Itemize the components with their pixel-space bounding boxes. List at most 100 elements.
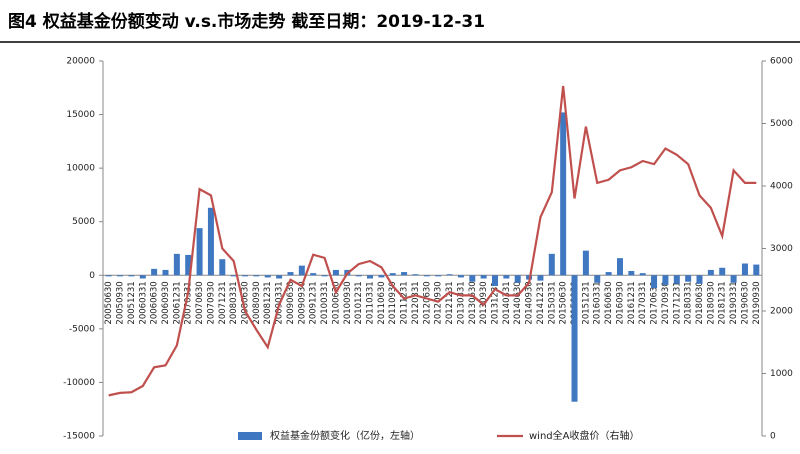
bar — [639, 273, 646, 276]
x-tick-label: 20050930 — [116, 281, 126, 324]
y-tick-label: 20000 — [66, 57, 95, 67]
bar — [253, 275, 260, 277]
bar — [514, 275, 521, 283]
bar — [673, 275, 680, 284]
x-tick-label: 20100331 — [320, 281, 330, 324]
x-tick-label: 20121231 — [445, 281, 455, 324]
x-tick-label: 20131231 — [490, 281, 500, 324]
bar — [753, 264, 760, 276]
y-tick-label: 5000 — [72, 217, 95, 227]
bar — [162, 269, 169, 276]
bar — [321, 275, 328, 277]
y2-tick-label: 5000 — [770, 119, 793, 129]
x-tick-label: 20150630 — [559, 281, 569, 324]
x-tick-label: 20060331 — [138, 281, 148, 324]
bar — [719, 267, 726, 276]
x-tick-label: 20061231 — [172, 281, 182, 324]
bar — [628, 271, 635, 276]
bar — [173, 253, 180, 276]
x-tick-label: 20081231 — [263, 281, 273, 324]
x-tick-label: 20161231 — [627, 281, 637, 324]
bar — [117, 275, 124, 277]
y-tick-label: -15000 — [63, 432, 95, 442]
x-tick-label: 20101231 — [354, 281, 364, 324]
bar — [616, 258, 623, 276]
x-tick-label: 20151231 — [581, 281, 591, 324]
bar — [730, 275, 737, 283]
x-tick-label: 20070930 — [206, 281, 216, 324]
x-tick-label: 20060930 — [161, 281, 171, 324]
bar — [423, 275, 430, 277]
x-tick-label: 20070630 — [195, 281, 205, 324]
bar — [469, 275, 476, 282]
bar — [242, 275, 249, 277]
legend-label: 权益基金份额变化（亿份，左轴） — [270, 429, 420, 442]
legend-swatch — [238, 432, 262, 440]
x-tick-label: 20120630 — [422, 281, 432, 324]
x-tick-label: 20171231 — [672, 281, 682, 324]
bar — [741, 263, 748, 276]
bar — [548, 253, 555, 276]
x-tick-label: 20160630 — [604, 281, 614, 324]
y2-tick-label: 6000 — [770, 57, 793, 67]
bar — [707, 269, 714, 276]
bar — [594, 275, 601, 283]
x-tick-label: 20190331 — [729, 281, 739, 324]
y2-tick-label: 4000 — [770, 182, 793, 192]
x-tick-label: 20160331 — [593, 281, 603, 324]
x-tick-label: 20110630 — [377, 281, 387, 324]
x-tick-label: 20160930 — [615, 281, 625, 324]
x-tick-label: 20111231 — [400, 281, 410, 324]
x-tick-label: 20080331 — [229, 281, 239, 324]
bar — [151, 268, 158, 276]
x-tick-label: 20130630 — [468, 281, 478, 324]
bar — [457, 275, 464, 278]
bar — [582, 250, 589, 276]
bar — [105, 275, 112, 277]
bar — [207, 207, 214, 276]
bar — [696, 275, 703, 284]
y-tick-label: 15000 — [66, 110, 95, 120]
bar — [446, 274, 453, 276]
y-tick-label: -10000 — [63, 378, 95, 388]
x-tick-label: 20180930 — [706, 281, 716, 324]
bar — [355, 275, 362, 277]
bar — [264, 275, 271, 278]
x-tick-label: 20050630 — [104, 281, 114, 324]
x-tick-label: 20110930 — [388, 281, 398, 324]
bar — [491, 275, 498, 286]
bar — [662, 275, 669, 285]
x-tick-label: 20091231 — [309, 281, 319, 324]
x-tick-label: 20170331 — [638, 281, 648, 324]
x-tick-label: 20180331 — [684, 281, 694, 324]
x-tick-label: 20051231 — [127, 281, 137, 324]
x-tick-label: 20190930 — [752, 281, 762, 324]
y2-tick-label: 1000 — [770, 369, 793, 379]
x-tick-label: 20071231 — [218, 281, 228, 324]
chart-title: 图4 权益基金份额变动 v.s.市场走势 截至日期：2019-12-31 — [8, 11, 485, 32]
bar — [685, 275, 692, 282]
bar — [378, 275, 385, 278]
x-tick-label: 20120930 — [434, 281, 444, 324]
x-tick-label: 20070331 — [184, 281, 194, 324]
x-tick-label: 20100630 — [331, 281, 341, 324]
bar — [651, 275, 658, 289]
x-tick-label: 20140331 — [502, 281, 512, 324]
bar — [367, 275, 374, 279]
y2-tick-label: 0 — [770, 432, 776, 442]
x-tick-label: 20141231 — [536, 281, 546, 324]
x-tick-label: 20120331 — [411, 281, 421, 324]
bar — [139, 275, 146, 279]
bar — [276, 275, 283, 279]
bar — [332, 269, 339, 276]
x-tick-label: 20090930 — [297, 281, 307, 324]
y-tick-label: 0 — [89, 271, 95, 281]
y2-tick-label: 2000 — [770, 307, 793, 317]
x-tick-label: 20080630 — [241, 281, 251, 324]
x-tick-label: 20060630 — [150, 281, 160, 324]
legend-label: wind全A收盘价（右轴） — [529, 429, 639, 442]
x-tick-label: 20150331 — [547, 281, 557, 324]
bar — [571, 275, 578, 402]
x-tick-label: 20090630 — [286, 281, 296, 324]
x-tick-label: 20080930 — [252, 281, 262, 324]
